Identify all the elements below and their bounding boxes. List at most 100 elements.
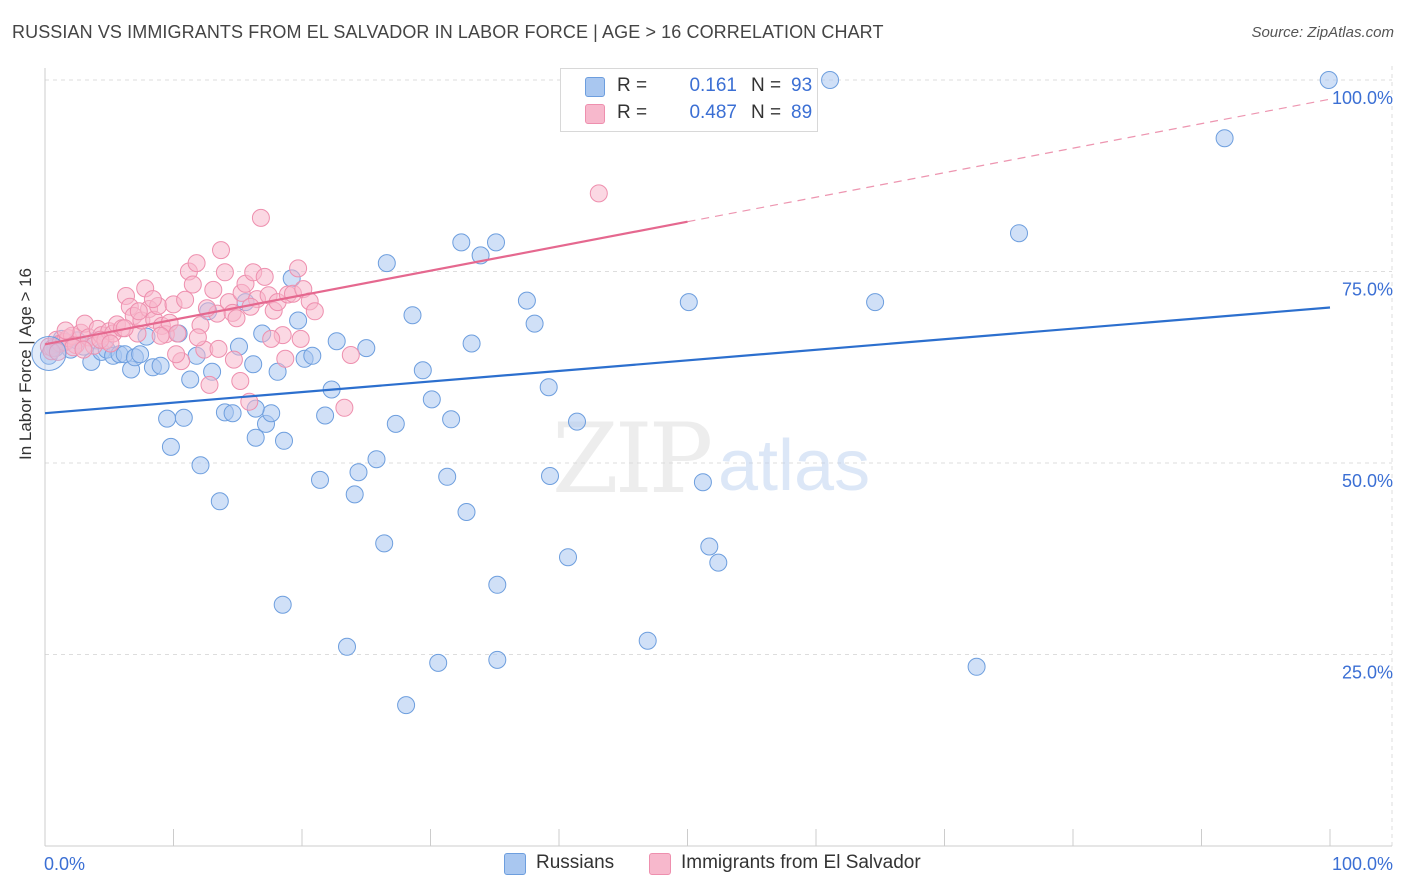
russians-point: [246, 428, 265, 447]
source-attribution: Source: ZipAtlas.com: [1251, 24, 1394, 41]
russians-point: [349, 463, 368, 482]
legend-label: Russians: [536, 852, 615, 873]
russians-point: [377, 254, 396, 273]
russians-point: [151, 356, 170, 375]
russians-point: [397, 696, 416, 715]
russians-point: [210, 492, 229, 511]
russians-point: [525, 314, 544, 333]
russians-point: [273, 595, 292, 614]
russians-point: [316, 406, 335, 425]
el-salvador-point: [262, 329, 281, 348]
russians-point: [158, 409, 177, 428]
watermark-atlas: atlas: [718, 426, 870, 506]
el-salvador-point: [589, 184, 608, 203]
el-salvador-point: [167, 345, 186, 364]
russians-point: [338, 637, 356, 656]
russians-point: [559, 548, 577, 567]
y-axis-label: In Labor Force | Age > 16: [16, 267, 35, 460]
russians-point: [311, 470, 329, 489]
russians-point: [345, 485, 364, 504]
russians-point: [131, 345, 150, 364]
zipatlas-watermark: ZIP atlas: [552, 403, 870, 515]
russians-point: [386, 414, 405, 433]
el-salvador-point: [176, 290, 195, 309]
russians-point: [452, 233, 471, 252]
russians-point: [223, 404, 242, 423]
el-salvador-point: [276, 349, 295, 368]
russians-point: [967, 657, 986, 676]
russians-point: [638, 631, 657, 650]
russians-point: [679, 293, 698, 312]
russians-point: [327, 332, 346, 351]
russians-trendline: [44, 306, 1331, 415]
russians-point: [539, 378, 558, 397]
russians-point: [244, 355, 263, 374]
russians-point: [429, 653, 448, 672]
series-legend: Russians Immigrants from El Salvador: [0, 852, 1406, 878]
x-tick-label: 0.0%: [44, 854, 85, 874]
russians-point: [181, 370, 200, 389]
el-salvador-point: [168, 324, 187, 343]
el-salvador-point: [212, 241, 230, 260]
el-salvador-point: [209, 339, 228, 358]
russians-point: [1215, 129, 1234, 148]
russians-point: [488, 575, 507, 594]
russians-point: [568, 412, 586, 431]
r-label: R =: [617, 102, 648, 123]
el-salvador-point: [291, 329, 310, 348]
r-value: 0.487: [689, 102, 737, 123]
russians-point: [275, 431, 293, 450]
russians-point: [413, 361, 432, 380]
el-salvador-point: [305, 302, 324, 321]
tick-labels: 25.0% 50.0% 75.0% 100.0% 0.0% 100.0%: [44, 88, 1393, 874]
russians-point: [303, 346, 322, 365]
axes: [44, 68, 1392, 847]
legend-label: Immigrants from El Salvador: [681, 852, 921, 873]
russians-point: [289, 311, 308, 330]
el-salvador-point: [215, 263, 234, 282]
el-salvador-point: [341, 346, 360, 364]
russians-point: [866, 293, 885, 312]
chart-title: RUSSIAN VS IMMIGRANTS FROM EL SALVADOR I…: [12, 22, 884, 42]
russians-point: [541, 467, 559, 485]
el-salvador-point: [289, 259, 308, 278]
el-salvador-trendline-extension: [687, 98, 1331, 223]
n-label: N =: [751, 102, 782, 123]
series-el-salvador: [39, 184, 608, 417]
r-label: R =: [617, 75, 648, 96]
series-layer: [31, 71, 1338, 715]
russians-point: [262, 404, 281, 423]
russians-point: [375, 534, 394, 553]
el-salvador-point: [143, 290, 162, 309]
russians-point: [693, 473, 712, 492]
el-salvador-point: [187, 254, 206, 273]
correlation-legend: R = 0.161 N = 93 R = 0.487 N = 89: [560, 68, 818, 132]
el-salvador-point: [231, 372, 250, 390]
el-salvador-swatch: [585, 104, 605, 124]
russians-point: [457, 503, 476, 521]
el-salvador-point: [129, 302, 148, 321]
russians-point: [422, 390, 441, 409]
russians-point: [1010, 224, 1028, 243]
n-value: 89: [791, 102, 813, 123]
y-tick-label: 25.0%: [1342, 663, 1393, 683]
el-salvador-legend-swatch: [649, 853, 671, 875]
russians-point: [821, 71, 840, 89]
russians-point: [191, 456, 210, 475]
russians-point: [462, 334, 481, 353]
russians-point: [442, 410, 461, 429]
el-salvador-point: [101, 334, 120, 353]
el-salvador-point: [151, 326, 170, 345]
russians-point: [438, 467, 457, 486]
russians-point: [700, 537, 719, 556]
russians-point: [367, 450, 386, 469]
el-salvador-point: [74, 340, 93, 359]
y-tick-label: 50.0%: [1342, 471, 1393, 491]
y-tick-label: 100.0%: [1332, 88, 1393, 108]
el-salvador-point: [200, 375, 219, 394]
russians-cluster-point: [31, 335, 67, 371]
russians-legend-swatch: [504, 853, 526, 875]
y-tick-label: 75.0%: [1342, 280, 1393, 300]
russians-point: [487, 233, 505, 252]
